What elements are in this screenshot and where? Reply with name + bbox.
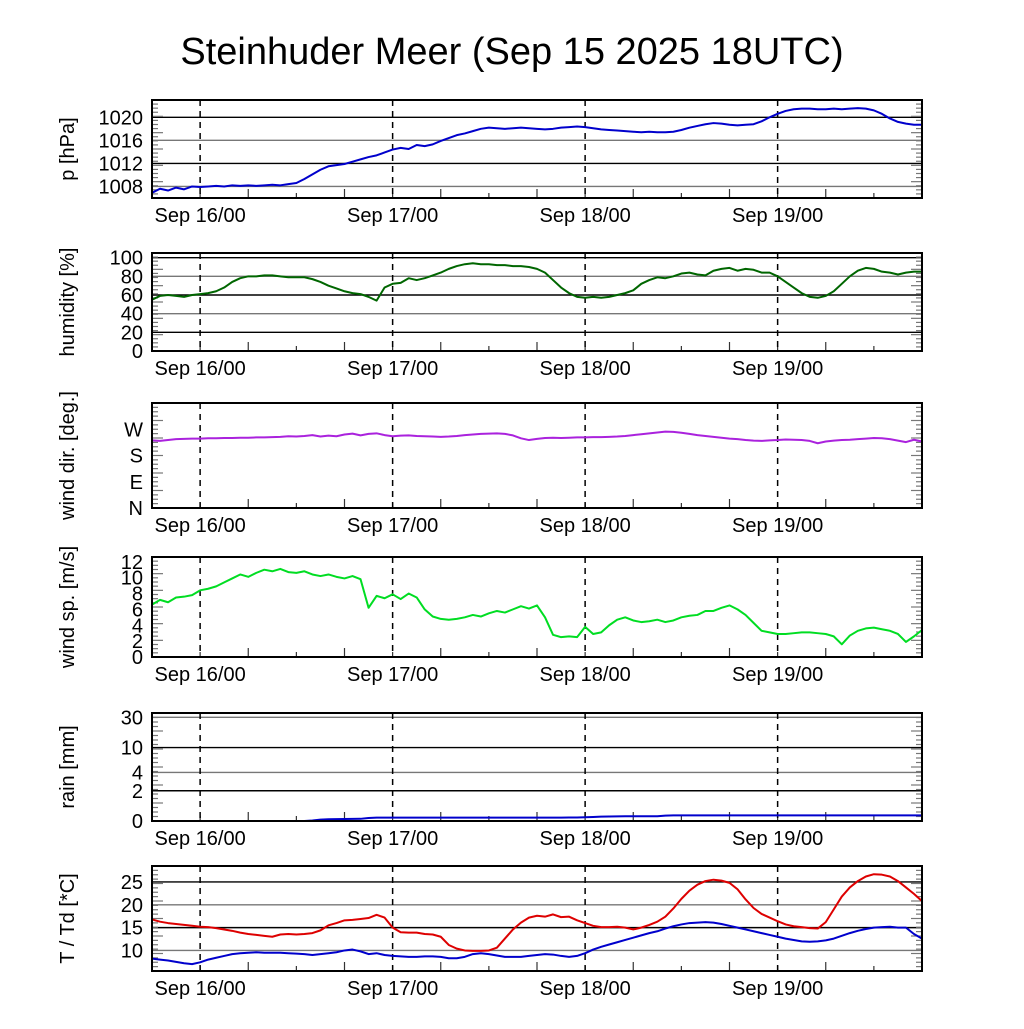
panel-frame xyxy=(151,712,923,822)
x-tick-label: Sep 16/00 xyxy=(155,664,246,686)
y-tick-label: W xyxy=(124,419,143,441)
data-line-wind_speed xyxy=(151,567,923,646)
y-tick-label: 4 xyxy=(132,762,143,784)
y-axis-label: wind dir. [deg.] xyxy=(57,391,79,521)
y-tick-label: S xyxy=(130,446,143,468)
y-tick-label: 60 xyxy=(121,285,143,307)
data-line-pressure xyxy=(151,107,923,194)
x-tick-label: Sep 18/00 xyxy=(540,828,631,850)
x-tick-label: Sep 19/00 xyxy=(732,358,823,380)
x-tick-label: Sep 16/00 xyxy=(155,515,246,537)
y-axis-label: wind sp. [m/s] xyxy=(57,546,79,669)
x-tick-label: Sep 17/00 xyxy=(347,205,438,227)
x-tick-label: Sep 19/00 xyxy=(732,515,823,537)
y-tick-label: 20 xyxy=(121,895,143,917)
y-tick-label: 6 xyxy=(132,599,143,621)
x-tick-label: Sep 16/00 xyxy=(155,978,246,1000)
x-tick-label: Sep 18/00 xyxy=(540,664,631,686)
x-tick-label: Sep 19/00 xyxy=(732,978,823,1000)
y-axis-label: p [hPa] xyxy=(57,117,79,180)
y-tick-label: 0 xyxy=(132,341,143,363)
panel-frame xyxy=(151,99,923,199)
data-line-wind_direction xyxy=(151,430,923,445)
panel-background xyxy=(152,253,922,351)
x-tick-label: Sep 18/00 xyxy=(540,978,631,1000)
y-tick-label: 1020 xyxy=(99,107,144,129)
x-tick-label: Sep 19/00 xyxy=(732,828,823,850)
y-tick-label: 2 xyxy=(132,781,143,803)
panel-frame xyxy=(151,865,923,972)
y-tick-label: 15 xyxy=(121,918,143,940)
y-tick-label: 80 xyxy=(121,266,143,288)
y-tick-label: E xyxy=(130,472,143,494)
x-tick-label: Sep 19/00 xyxy=(732,664,823,686)
panel-background xyxy=(152,403,922,508)
x-tick-label: Sep 18/00 xyxy=(540,358,631,380)
y-tick-label: 0 xyxy=(132,647,143,669)
x-tick-label: Sep 19/00 xyxy=(732,205,823,227)
y-axis-label: rain [mm] xyxy=(57,725,79,808)
y-tick-label: 40 xyxy=(121,304,143,326)
y-tick-label: 30 xyxy=(121,707,143,729)
x-tick-label: Sep 17/00 xyxy=(347,664,438,686)
data-line-humidity xyxy=(151,262,923,302)
x-tick-label: Sep 17/00 xyxy=(347,978,438,1000)
y-tick-label: 2 xyxy=(132,631,143,653)
x-tick-label: Sep 18/00 xyxy=(540,515,631,537)
y-tick-label: 1016 xyxy=(99,130,144,152)
panel-frame xyxy=(151,556,923,658)
panel-background xyxy=(152,100,922,198)
y-tick-label: 10 xyxy=(121,738,143,760)
y-axis-label: humidity [%] xyxy=(57,248,79,357)
y-tick-label: 4 xyxy=(132,615,143,637)
panel-frame xyxy=(151,402,923,509)
y-tick-label: 1012 xyxy=(99,153,144,175)
y-tick-label: N xyxy=(129,498,143,520)
panel-background xyxy=(152,713,922,821)
x-tick-label: Sep 16/00 xyxy=(155,205,246,227)
x-tick-label: Sep 17/00 xyxy=(347,358,438,380)
y-tick-label: 0 xyxy=(132,811,143,833)
y-tick-label: 1008 xyxy=(99,176,144,198)
y-tick-label: 12 xyxy=(121,552,143,574)
x-tick-label: Sep 17/00 xyxy=(347,515,438,537)
data-line-temperature xyxy=(151,873,923,952)
data-line-temperature xyxy=(151,921,923,966)
x-tick-label: Sep 16/00 xyxy=(155,828,246,850)
y-axis-label: T / Td [*C] xyxy=(57,873,79,963)
page-title: Steinhuder Meer (Sep 15 2025 18UTC) xyxy=(180,31,843,73)
y-tick-label: 10 xyxy=(121,940,143,962)
y-tick-label: 20 xyxy=(121,322,143,344)
y-tick-label: 10 xyxy=(121,568,143,590)
y-tick-label: 25 xyxy=(121,872,143,894)
y-tick-label: 100 xyxy=(110,248,143,270)
x-tick-label: Sep 18/00 xyxy=(540,205,631,227)
x-tick-label: Sep 17/00 xyxy=(347,828,438,850)
panel-frame xyxy=(151,252,923,352)
y-tick-label: 8 xyxy=(132,584,143,606)
x-tick-label: Sep 16/00 xyxy=(155,358,246,380)
